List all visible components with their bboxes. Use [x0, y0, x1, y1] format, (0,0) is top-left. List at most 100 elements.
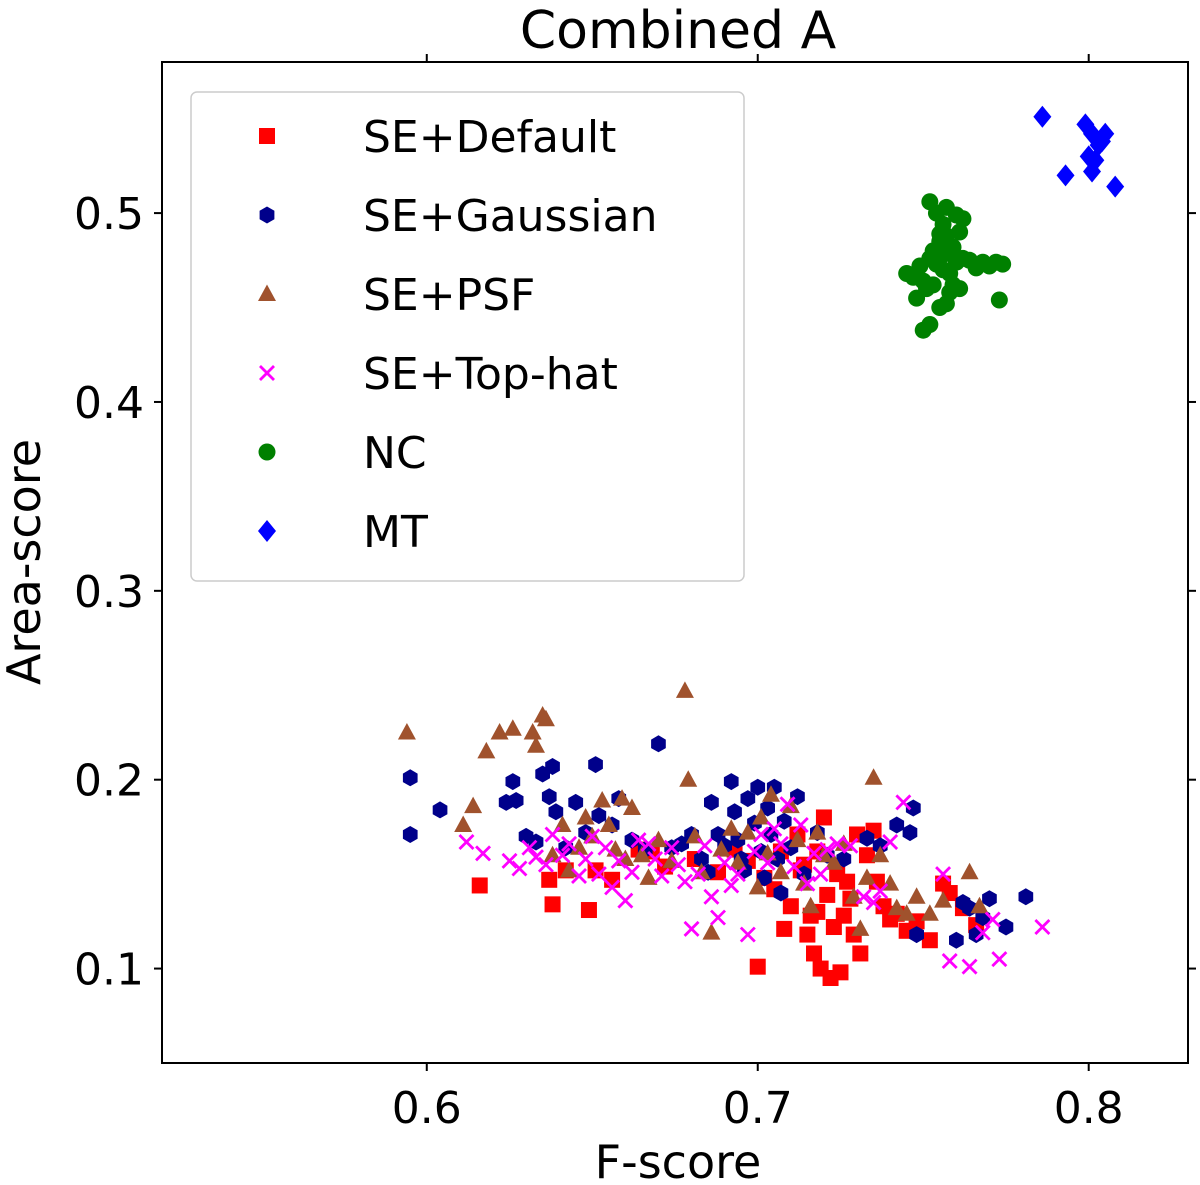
data-point: [523, 722, 542, 740]
legend-label: SE+Gaussian: [363, 191, 657, 242]
data-point: [464, 796, 483, 814]
data-point: [397, 722, 416, 740]
data-point: [560, 860, 579, 878]
data-point: [984, 911, 1001, 928]
data-point: [961, 958, 978, 975]
legend-label: MT: [363, 507, 428, 558]
data-point: [782, 898, 799, 915]
data-point: [772, 835, 789, 852]
data-point: [897, 904, 916, 921]
data-point: [770, 850, 785, 868]
data-point: [991, 951, 1008, 968]
data-points: [397, 105, 1125, 987]
data-point: [475, 845, 492, 862]
data-point: [511, 860, 528, 877]
data-point: [543, 845, 562, 863]
data-point: [748, 877, 767, 895]
data-point: [503, 719, 522, 736]
data-point: [974, 924, 991, 941]
data-point: [554, 847, 571, 864]
data-point: [907, 887, 926, 904]
x-tick-label: 0.6: [392, 1083, 462, 1134]
x-tick-label: 0.7: [723, 1083, 793, 1134]
data-point: [696, 837, 713, 854]
data-point: [571, 868, 588, 885]
data-point: [727, 803, 742, 821]
data-point: [683, 920, 700, 937]
data-point: [758, 843, 777, 861]
data-point: [895, 794, 912, 811]
data-point: [771, 862, 790, 880]
data-point: [812, 866, 829, 883]
data-point: [857, 868, 876, 885]
legend-marker: [258, 443, 276, 461]
data-point: [753, 826, 770, 843]
data-point: [982, 890, 997, 908]
data-point: [740, 790, 756, 808]
data-point: [690, 866, 707, 883]
data-point: [577, 851, 594, 868]
legend: SE+Default SE+Gaussian SE+PSF SE+Top-hat NC M…: [190, 91, 745, 582]
data-point: [760, 799, 775, 817]
data-point: [844, 887, 863, 904]
data-point: [739, 926, 756, 943]
data-point: [921, 316, 939, 334]
data-point: [799, 926, 816, 943]
data-point: [1106, 175, 1125, 198]
y-tick-label: 0.1: [74, 945, 144, 996]
data-point: [610, 852, 627, 869]
data-point: [990, 291, 1008, 309]
data-point: [1083, 160, 1102, 183]
data-point: [839, 873, 856, 890]
data-point: [872, 883, 889, 900]
series-se-gaussian: [402, 735, 1034, 949]
y-axis-label: Area-score: [0, 439, 51, 685]
data-point: [761, 785, 780, 802]
data-point: [710, 909, 727, 926]
data-point: [934, 891, 953, 908]
legend-label: SE+Default: [363, 112, 616, 163]
data-point: [951, 223, 969, 241]
data-point: [402, 826, 418, 843]
legend-label: SE+PSF: [363, 270, 535, 321]
data-point: [622, 798, 641, 816]
data-point: [663, 839, 680, 856]
x-tick-label: 0.8: [1054, 1083, 1124, 1134]
data-point: [855, 888, 872, 905]
data-point: [728, 853, 747, 870]
data-point: [545, 758, 560, 775]
data-point: [914, 272, 932, 290]
data-point: [842, 837, 859, 854]
data-point: [998, 918, 1014, 936]
series-se-top-hat: [458, 794, 1051, 975]
data-point: [675, 681, 694, 698]
data-point: [738, 823, 757, 840]
data-point: [792, 817, 809, 834]
data-point: [471, 877, 488, 894]
data-point: [832, 964, 849, 981]
data-point: [806, 845, 822, 862]
data-point: [694, 850, 709, 868]
data-point: [454, 815, 473, 833]
data-point: [647, 851, 664, 868]
data-point: [676, 873, 693, 890]
legend-box: [190, 91, 745, 582]
data-point: [623, 864, 640, 881]
data-point: [723, 773, 739, 791]
y-tick-label: 0.4: [74, 378, 144, 429]
data-point: [776, 920, 793, 937]
data-point: [887, 898, 906, 916]
data-point: [613, 789, 632, 806]
data-point: [722, 819, 741, 836]
data-point: [593, 790, 612, 808]
plot-frame: [161, 61, 1189, 1064]
data-point: [501, 852, 518, 869]
data-point: [584, 828, 601, 845]
data-point: [799, 875, 816, 892]
data-point: [806, 945, 823, 962]
data-point: [766, 820, 783, 837]
data-point: [541, 871, 558, 888]
data-point: [776, 812, 792, 830]
legend-marker: [258, 520, 276, 542]
data-point: [935, 866, 952, 883]
